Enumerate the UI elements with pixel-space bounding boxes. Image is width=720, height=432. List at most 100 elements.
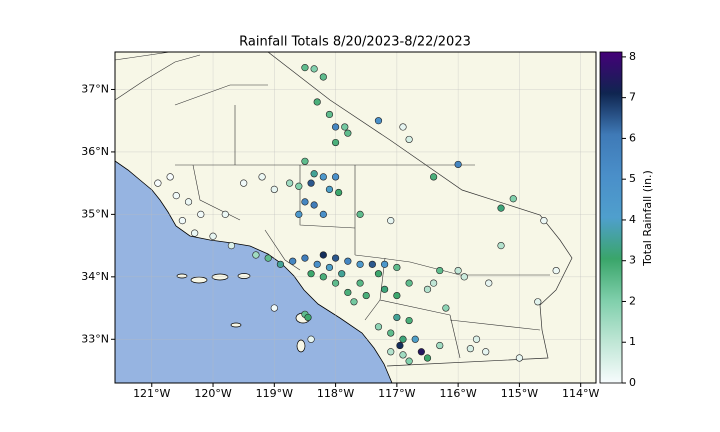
station-point bbox=[325, 110, 334, 119]
station-point bbox=[393, 313, 401, 322]
station-point bbox=[331, 279, 340, 287]
station-point bbox=[301, 198, 309, 206]
x-tick-label: 117°W bbox=[378, 387, 415, 400]
station-point bbox=[341, 123, 349, 131]
station-point bbox=[331, 123, 340, 131]
x-tick-label: 116°W bbox=[439, 387, 476, 400]
station-point bbox=[154, 179, 162, 187]
station-point bbox=[396, 341, 404, 350]
station-point bbox=[307, 179, 315, 187]
station-point bbox=[178, 217, 187, 225]
station-point bbox=[436, 341, 444, 350]
station-point bbox=[460, 273, 468, 281]
station-point bbox=[356, 210, 364, 218]
station-point bbox=[191, 229, 199, 237]
station-point bbox=[319, 273, 327, 281]
station-point bbox=[430, 173, 438, 181]
station-point bbox=[307, 270, 315, 278]
station-point bbox=[540, 217, 548, 225]
station-point bbox=[387, 217, 395, 225]
station-point bbox=[436, 266, 444, 275]
station-point bbox=[307, 335, 315, 343]
station-point bbox=[466, 345, 474, 353]
station-point bbox=[374, 117, 383, 125]
colorbar-label: Total Rainfall (in.) bbox=[641, 170, 654, 267]
station-point bbox=[411, 335, 419, 343]
y-tick-label: 35°N bbox=[81, 207, 109, 220]
station-point bbox=[405, 135, 413, 144]
station-point bbox=[319, 73, 327, 81]
station-point bbox=[344, 129, 352, 137]
station-point bbox=[393, 291, 401, 300]
station-point bbox=[374, 323, 383, 331]
station-point bbox=[515, 354, 524, 362]
station-point bbox=[423, 285, 432, 293]
station-point bbox=[209, 232, 217, 240]
station-point bbox=[344, 257, 352, 265]
station-point bbox=[289, 257, 297, 265]
x-tick-label: 121°W bbox=[133, 387, 170, 400]
x-tick-label: 120°W bbox=[194, 387, 231, 400]
county-lines bbox=[115, 52, 550, 359]
station-point bbox=[301, 254, 309, 262]
station-point bbox=[472, 335, 481, 343]
station-point bbox=[221, 210, 229, 218]
station-point bbox=[319, 251, 327, 259]
station-point bbox=[319, 173, 327, 181]
station-point bbox=[331, 254, 340, 262]
station-point bbox=[350, 298, 358, 306]
station-point bbox=[276, 260, 285, 268]
station-point bbox=[356, 260, 364, 268]
station-point bbox=[405, 279, 413, 287]
y-tick-label: 37°N bbox=[81, 82, 109, 95]
x-tick-label: 119°W bbox=[256, 387, 293, 400]
station-point bbox=[417, 348, 425, 356]
station-point bbox=[442, 304, 450, 312]
map-frame bbox=[114, 51, 597, 384]
station-point bbox=[258, 173, 266, 181]
station-point bbox=[325, 185, 334, 193]
station-point bbox=[387, 348, 395, 356]
station-point bbox=[270, 185, 278, 193]
station-point bbox=[534, 298, 542, 306]
station-point bbox=[295, 182, 303, 190]
station-point bbox=[313, 98, 321, 106]
station-point bbox=[356, 279, 364, 287]
station-point bbox=[399, 335, 407, 343]
y-tick-label: 34°N bbox=[81, 270, 109, 283]
station-point bbox=[485, 279, 493, 287]
station-point bbox=[286, 179, 294, 187]
station-point bbox=[509, 195, 517, 203]
station-point bbox=[172, 192, 180, 200]
station-point bbox=[301, 64, 309, 72]
station-point bbox=[331, 173, 340, 181]
station-point bbox=[344, 288, 352, 297]
station-point bbox=[423, 354, 432, 362]
station-point bbox=[454, 160, 462, 169]
station-point bbox=[313, 260, 321, 268]
grid bbox=[115, 52, 596, 383]
state-border bbox=[267, 52, 573, 367]
chart-title: Rainfall Totals 8/20/2023-8/22/2023 bbox=[239, 35, 471, 50]
station-point bbox=[399, 123, 407, 131]
station-point bbox=[497, 204, 505, 212]
y-tick-label: 33°N bbox=[81, 332, 109, 345]
station-point bbox=[482, 348, 490, 356]
station-point bbox=[335, 188, 343, 197]
station-point bbox=[405, 316, 413, 325]
station-point bbox=[264, 254, 272, 262]
station-point bbox=[405, 357, 413, 365]
basemap bbox=[115, 52, 596, 383]
x-tick-label: 115°W bbox=[501, 387, 538, 400]
colorbar-tick-label: 1 bbox=[629, 335, 636, 348]
ocean bbox=[115, 160, 393, 383]
station-point bbox=[240, 179, 248, 187]
station-point bbox=[310, 201, 318, 209]
station-point bbox=[270, 304, 278, 312]
colorbar-tick-label: 3 bbox=[629, 254, 636, 267]
stations bbox=[154, 64, 560, 365]
colorbar-tick-label: 6 bbox=[629, 131, 636, 144]
station-point bbox=[393, 263, 401, 272]
station-point bbox=[184, 198, 193, 206]
